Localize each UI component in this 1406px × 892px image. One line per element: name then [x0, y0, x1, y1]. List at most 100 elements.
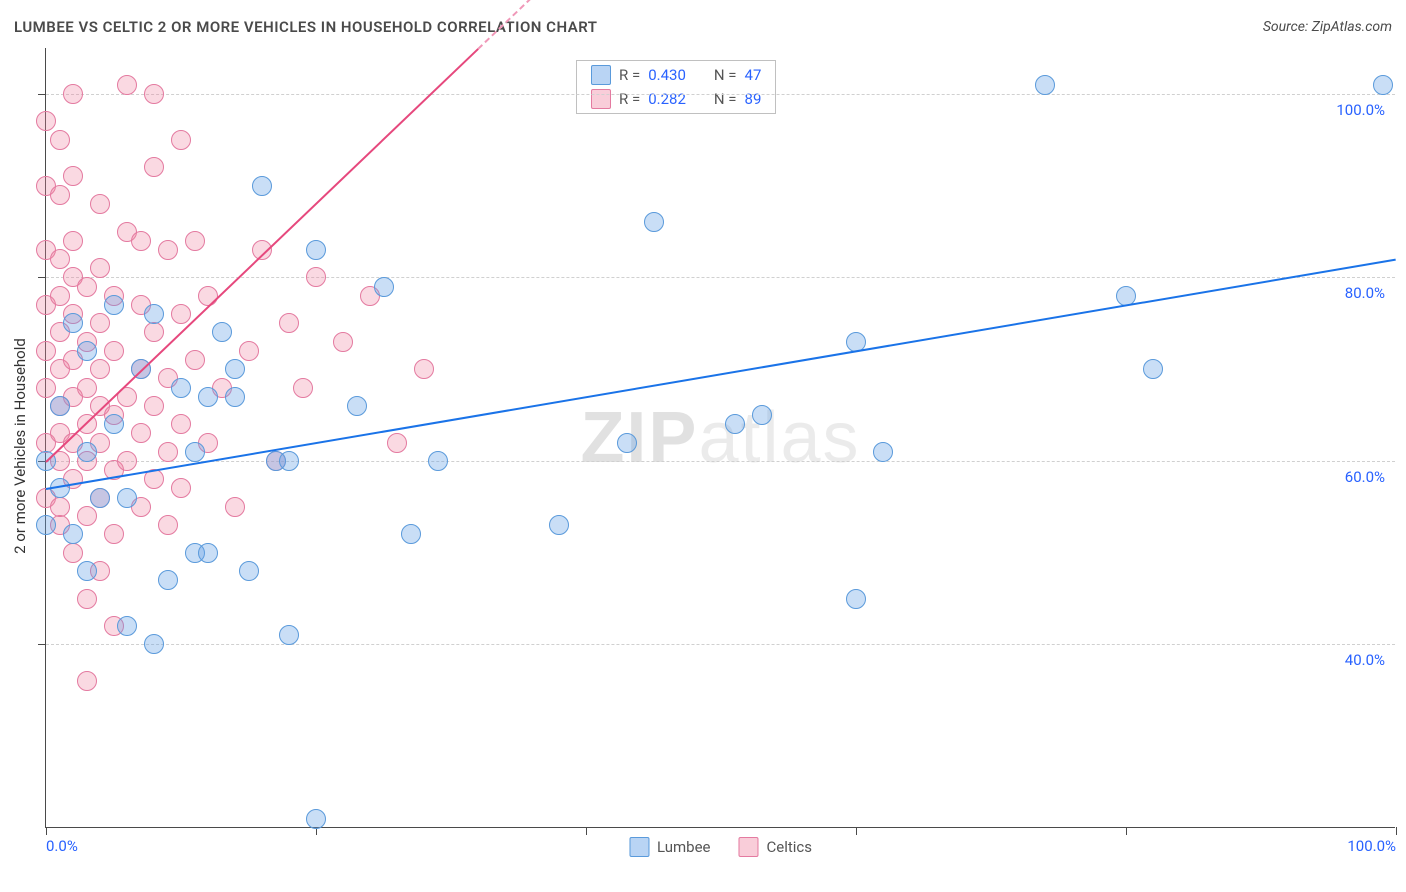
data-point [144, 84, 164, 104]
x-tick [1126, 827, 1127, 835]
n-value: 89 [745, 90, 762, 108]
data-point [306, 240, 326, 260]
data-point [104, 295, 124, 315]
data-point [77, 589, 97, 609]
y-tick [38, 644, 46, 645]
data-point [846, 589, 866, 609]
data-point [873, 442, 893, 462]
data-point [131, 423, 151, 443]
source-label: Source: ZipAtlas.com [1263, 19, 1392, 35]
stats-legend: R = 0.430N = 47R = 0.282N = 89 [576, 60, 776, 114]
r-value: 0.430 [648, 66, 686, 84]
data-point [63, 231, 83, 251]
data-point [185, 442, 205, 462]
data-point [144, 396, 164, 416]
data-point [117, 488, 137, 508]
data-point [36, 515, 56, 535]
data-point [50, 185, 70, 205]
data-point [50, 497, 70, 517]
data-point [77, 341, 97, 361]
data-point [104, 414, 124, 434]
r-value: 0.282 [648, 90, 686, 108]
x-tick-label: 100.0% [1347, 837, 1396, 855]
r-label: R = [619, 90, 640, 108]
grid-line [46, 644, 1395, 645]
legend-swatch [629, 837, 649, 857]
data-point [77, 671, 97, 691]
data-point [50, 249, 70, 269]
data-point [36, 111, 56, 131]
data-point [131, 231, 151, 251]
x-tick [46, 827, 47, 835]
data-point [279, 625, 299, 645]
data-point [90, 194, 110, 214]
legend-item: Lumbee [629, 837, 711, 857]
grid-line [46, 461, 1395, 462]
data-point [144, 322, 164, 342]
data-point [374, 277, 394, 297]
x-tick [586, 827, 587, 835]
data-point [90, 359, 110, 379]
legend-item: Celtics [739, 837, 813, 857]
data-point [144, 304, 164, 324]
series-legend: Lumbee Celtics [629, 837, 812, 857]
data-point [644, 212, 664, 232]
data-point [144, 634, 164, 654]
data-point [239, 561, 259, 581]
data-point [104, 341, 124, 361]
data-point [63, 84, 83, 104]
data-point [617, 433, 637, 453]
data-point [77, 442, 97, 462]
data-point [333, 332, 353, 352]
data-point [36, 378, 56, 398]
grid-line [46, 277, 1395, 278]
data-point [185, 350, 205, 370]
data-point [50, 130, 70, 150]
data-point [293, 378, 313, 398]
data-point [63, 543, 83, 563]
y-tick-label: 80.0% [1345, 284, 1385, 302]
stats-row: R = 0.430N = 47 [577, 63, 775, 87]
data-point [158, 240, 178, 260]
data-point [171, 378, 191, 398]
data-point [225, 359, 245, 379]
trend-line [46, 259, 1396, 490]
data-point [171, 130, 191, 150]
data-point [77, 378, 97, 398]
data-point [90, 313, 110, 333]
data-point [725, 414, 745, 434]
legend-swatch [739, 837, 759, 857]
data-point [104, 524, 124, 544]
data-point [225, 497, 245, 517]
y-tick-label: 100.0% [1336, 101, 1385, 119]
data-point [1143, 359, 1163, 379]
data-point [198, 286, 218, 306]
data-point [225, 387, 245, 407]
data-point [63, 524, 83, 544]
stats-row: R = 0.282N = 89 [577, 87, 775, 111]
data-point [77, 561, 97, 581]
data-point [158, 442, 178, 462]
data-point [252, 176, 272, 196]
data-point [185, 231, 205, 251]
data-point [171, 414, 191, 434]
data-point [117, 616, 137, 636]
x-tick-label: 0.0% [46, 837, 78, 855]
data-point [198, 387, 218, 407]
data-point [549, 515, 569, 535]
data-point [77, 506, 97, 526]
data-point [279, 451, 299, 471]
data-point [198, 543, 218, 563]
x-tick [1396, 827, 1397, 835]
data-point [387, 433, 407, 453]
legend-label: Celtics [767, 838, 813, 856]
data-point [306, 267, 326, 287]
y-tick-label: 60.0% [1345, 468, 1385, 486]
data-point [279, 313, 299, 333]
data-point [752, 405, 772, 425]
data-point [1035, 75, 1055, 95]
legend-swatch [591, 89, 611, 109]
data-point [50, 396, 70, 416]
data-point [401, 524, 421, 544]
data-point [212, 322, 232, 342]
